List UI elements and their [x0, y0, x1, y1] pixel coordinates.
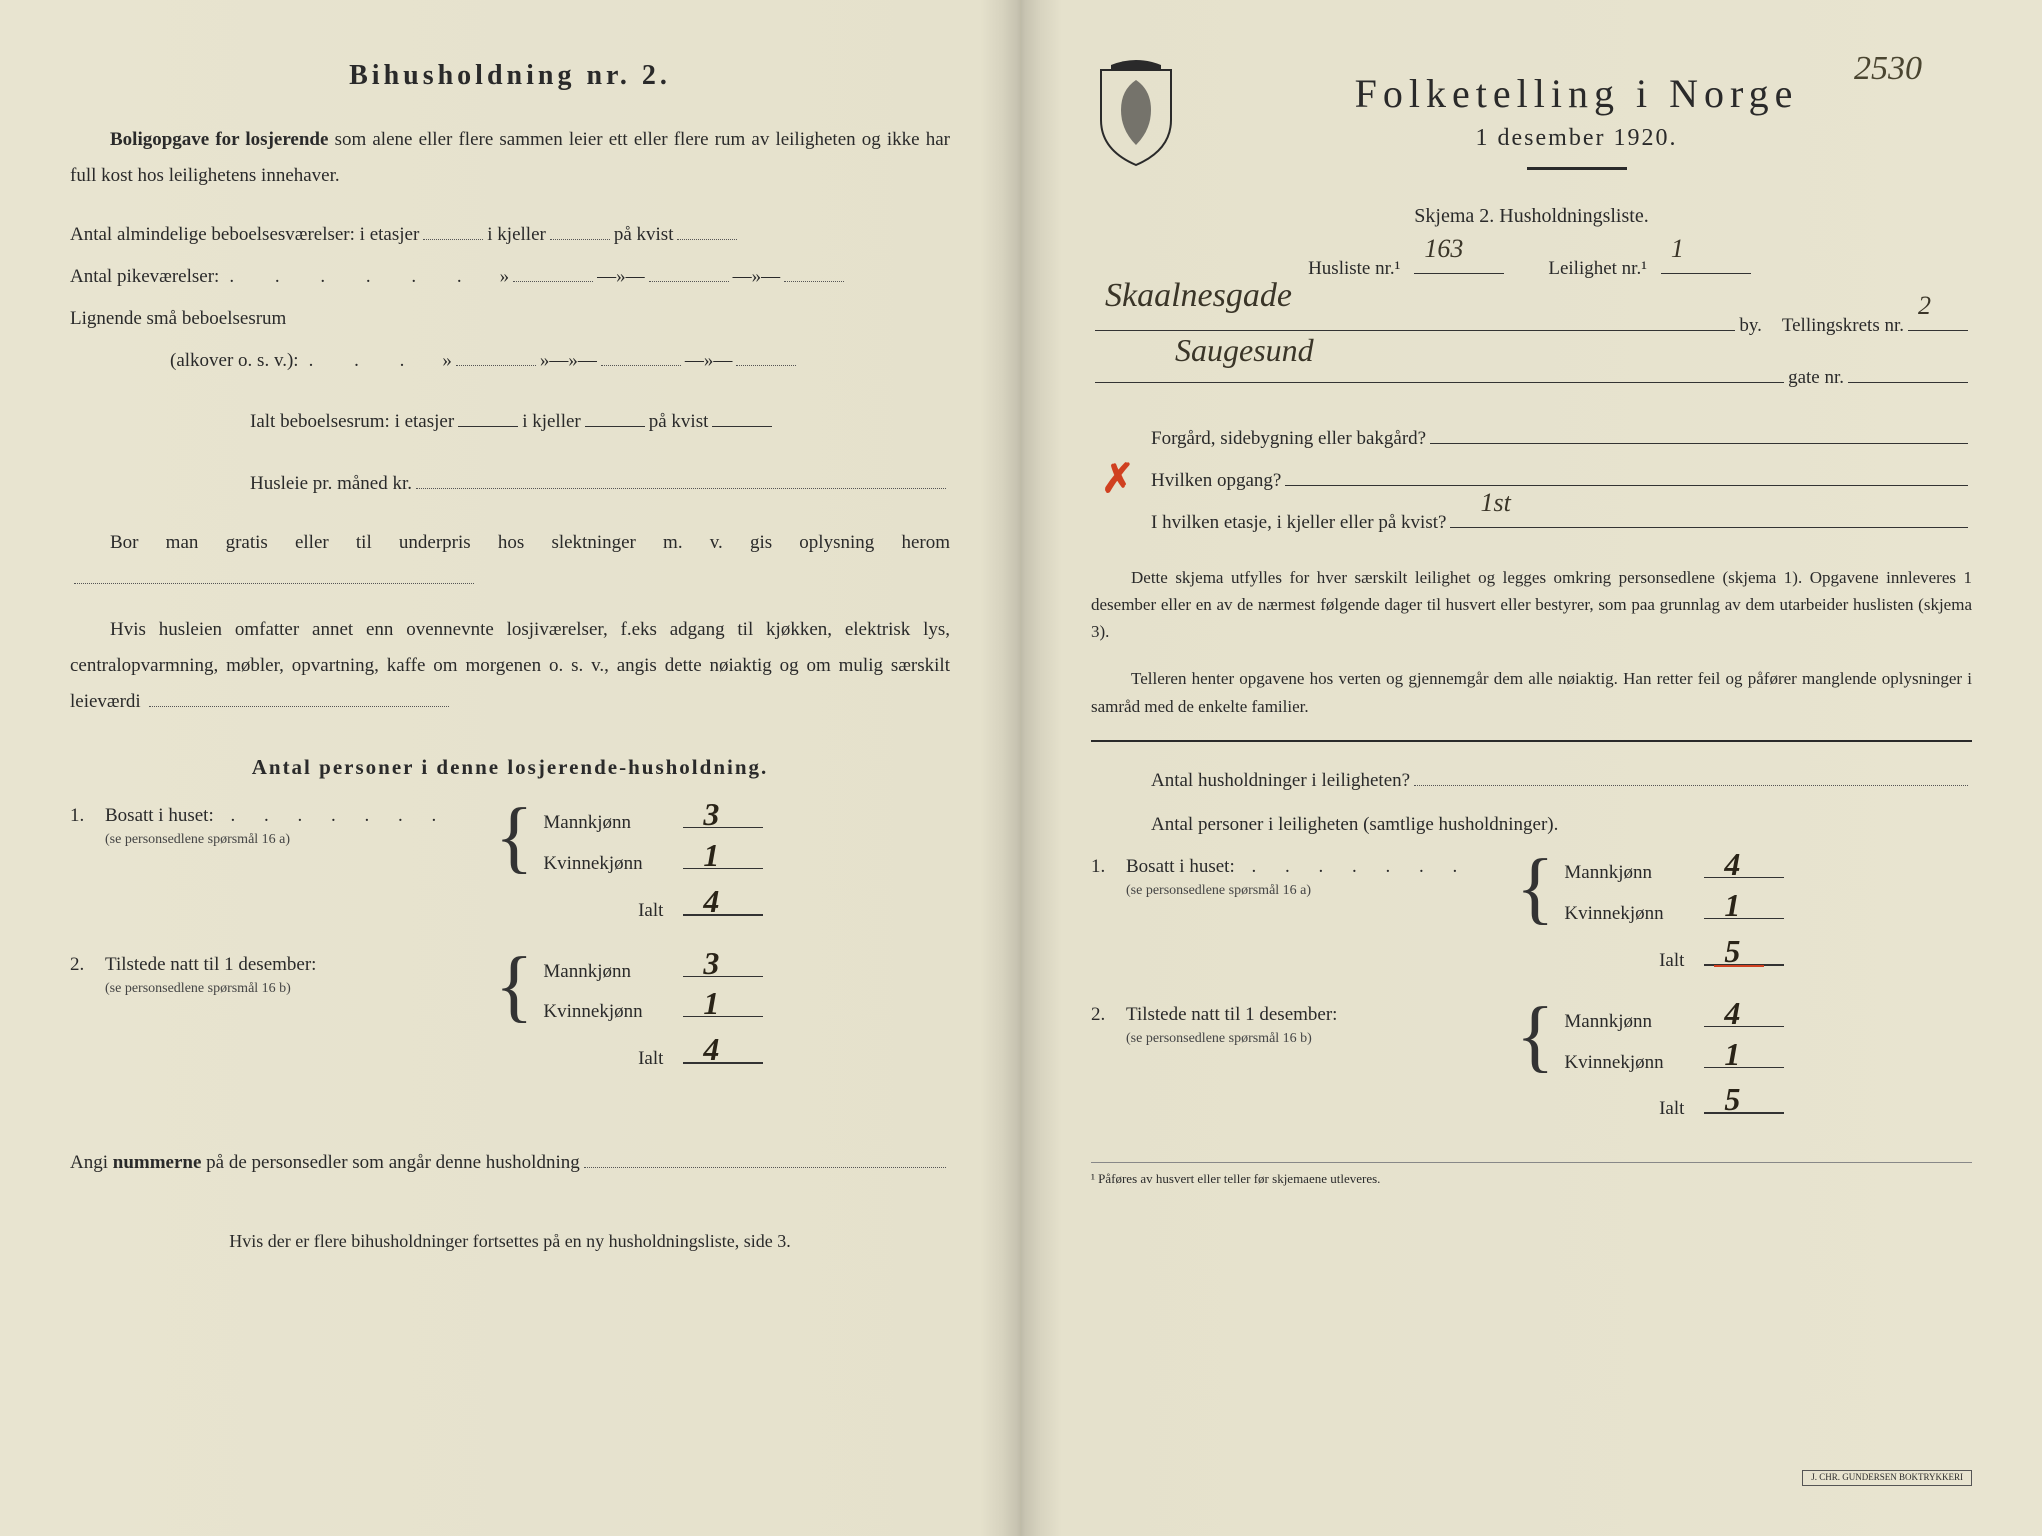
footnote: ¹ Påføres av husvert eller teller før sk…	[1091, 1162, 1972, 1187]
right-item-2: 2. Tilstede natt til 1 desember: (se per…	[1091, 1004, 1972, 1132]
hw-etasje: 1st	[1480, 474, 1510, 531]
etasje-line: I hvilken etasje, i kjeller eller på kvi…	[1091, 502, 1972, 544]
hw-r-kvinn1: 1	[1724, 887, 1740, 924]
opgang-line: Hvilken opgang?	[1091, 460, 1972, 502]
right-page: 2530 Folketelling i Norge 1 desember 192…	[1021, 0, 2042, 1536]
hw-r-mann2: 4	[1724, 995, 1740, 1032]
hw-husliste: 163	[1424, 220, 1463, 277]
hw-ialt2: 4	[703, 1031, 719, 1068]
line-lignende: Lignende små beboelsesrum	[70, 298, 950, 340]
left-title: Bihusholdning nr. 2.	[70, 60, 950, 92]
sub-title: 1 desember 1920.	[1181, 125, 1972, 152]
hw-mann1: 3	[703, 796, 719, 833]
intro-text: Boligopgave for losjerende som alene ell…	[70, 122, 950, 194]
right-header: Folketelling i Norge 1 desember 1920.	[1091, 60, 1972, 185]
left-subsection: Antal personer i denne losjerende-hushol…	[70, 755, 950, 780]
hw-gate: Saugesund	[1175, 315, 1314, 385]
bor-gratis: Bor man gratis eller til underpris hos s…	[70, 525, 950, 597]
intro-bold: Boligopgave for losjerende	[110, 129, 328, 150]
coat-of-arms-icon	[1091, 60, 1181, 170]
left-item-1: 1. Bosatt i huset: . . . . . . . (se per…	[70, 805, 950, 933]
instructions-1: Dette skjema utfylles for hver særskilt …	[1091, 564, 1972, 646]
printer-stamp: J. CHR. GUNDERSEN BOKTRYKKERI	[1802, 1470, 1972, 1486]
line-pike: Antal pikeværelser: . . . . . . » —»— —»…	[70, 256, 950, 298]
hw-ialt1: 4	[703, 883, 719, 920]
left-item-2: 2. Tilstede natt til 1 desember: (se per…	[70, 954, 950, 1082]
antal-hush-line: Antal husholdninger i leiligheten?	[1091, 760, 1972, 802]
red-underline	[1714, 965, 1764, 967]
red-x-mark: ✗	[1101, 455, 1135, 502]
line-antal-alm: Antal almindelige beboelsesværelser: i e…	[70, 214, 950, 256]
divider-rule	[1091, 740, 1972, 742]
hw-kvinn2: 1	[703, 985, 719, 1022]
hw-r-ialt2: 5	[1724, 1081, 1740, 1118]
hw-r-mann1: 4	[1724, 846, 1740, 883]
hw-krets: 2	[1918, 277, 1931, 334]
gate-line: Saugesund gate nr.	[1091, 357, 1972, 399]
forgard-line: Forgård, sidebygning eller bakgård?	[1091, 418, 1972, 460]
hw-kvinn1: 1	[703, 837, 719, 874]
hw-mann2: 3	[703, 945, 719, 982]
skjema-label: Skjema 2. Husholdningsliste.	[1091, 205, 1972, 228]
hw-topright: 2530	[1854, 50, 1922, 88]
right-item-1: 1. Bosatt i huset: . . . . . . . (se per…	[1091, 856, 1972, 984]
left-page: Bihusholdning nr. 2. Boligopgave for los…	[0, 0, 1021, 1536]
angi-nummerne: Angi nummerne på de personsedler som ang…	[70, 1142, 950, 1184]
line-ialt-beboelse: Ialt beboelsesrum: i etasjer i kjeller p…	[70, 401, 950, 443]
instructions-2: Telleren henter opgavene hos verten og g…	[1091, 665, 1972, 719]
census-document: Bihusholdning nr. 2. Boligopgave for los…	[0, 0, 2042, 1536]
line-husleie: Husleie pr. måned kr.	[70, 463, 950, 505]
antal-pers-line: Antal personer i leiligheten (samtlige h…	[1091, 814, 1972, 836]
hw-r-kvinn2: 1	[1724, 1036, 1740, 1073]
hvis-flere: Hvis der er flere bihusholdninger fortse…	[70, 1224, 950, 1258]
hw-leilighet: 1	[1671, 220, 1684, 277]
hvis-husleien: Hvis husleien omfatter annet enn ovennev…	[70, 612, 950, 720]
